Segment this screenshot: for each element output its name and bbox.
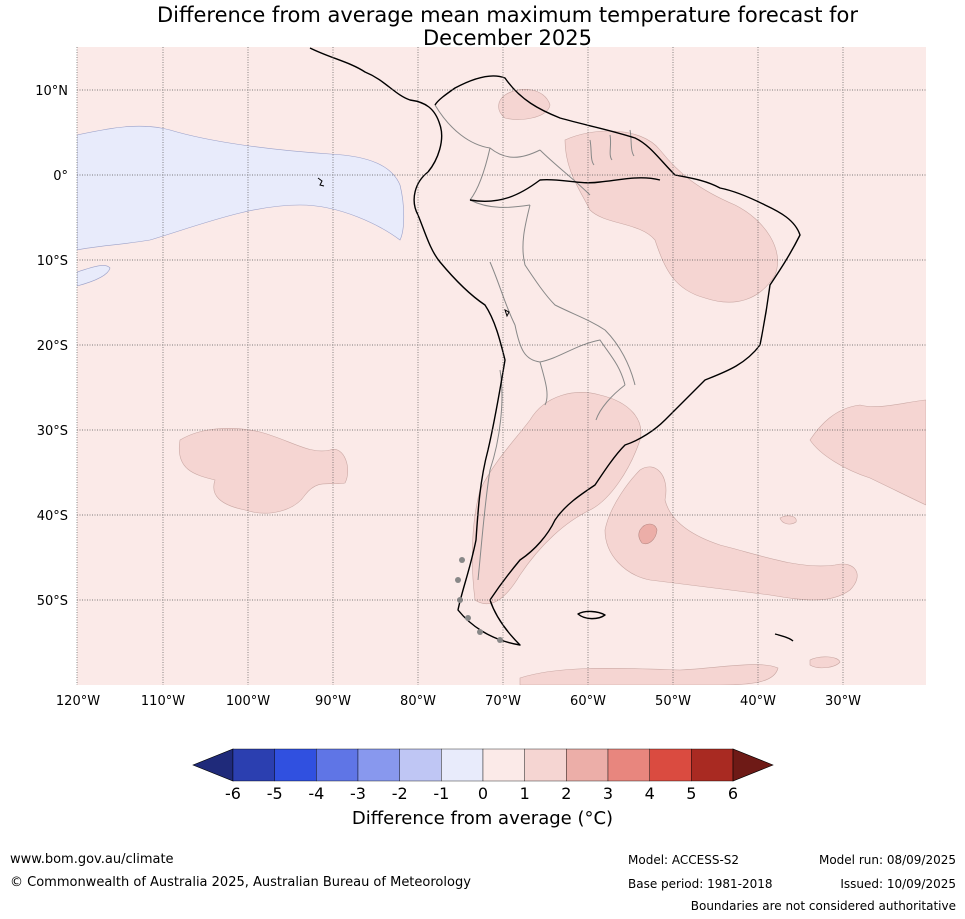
lon-label: 110°W	[141, 694, 185, 709]
colorbar-tick-label: -3	[350, 784, 366, 803]
lon-label: 70°W	[485, 694, 521, 709]
model-run-text: Model run: 08/09/2025	[818, 853, 956, 867]
colorbar-tick-label: -6	[225, 784, 241, 803]
colorbar-tick-label: 6	[728, 784, 738, 803]
colorbar-cell	[232, 748, 275, 782]
gridlines	[76, 47, 926, 685]
guiana-borders	[589, 129, 635, 166]
title-line-2: December 2025	[422, 26, 592, 50]
lon-label: 120°W	[56, 694, 100, 709]
patagonian-archipelago	[455, 557, 503, 643]
galapagos-islands	[317, 177, 325, 187]
lon-label: 30°W	[825, 694, 861, 709]
lon-label: 60°W	[570, 694, 606, 709]
colorbar-cell	[691, 748, 734, 782]
colorbar-cell	[274, 748, 317, 782]
lon-label: 100°W	[226, 694, 270, 709]
colorbar-tick-label: 0	[478, 784, 488, 803]
colorbar-cell	[607, 748, 650, 782]
lat-label: 30°S	[37, 424, 68, 439]
lat-label: 10°S	[37, 254, 68, 269]
colorbar-cell	[441, 748, 484, 782]
colorbar-cell	[399, 748, 442, 782]
lake-titicaca	[504, 309, 510, 318]
coastline-south-america	[413, 75, 801, 646]
island-falklands	[577, 610, 606, 620]
anomaly-region-south-atlantic	[604, 466, 858, 601]
anomaly-region-south-pacific	[178, 428, 349, 514]
colorbar-cell	[482, 748, 525, 782]
title-line-1: Difference from average mean maximum tem…	[157, 3, 858, 27]
anomaly-region-northern-sa	[498, 88, 551, 120]
colorbar-tick-label: 3	[603, 784, 613, 803]
colorbar-tick-label: -5	[267, 784, 283, 803]
website-link[interactable]: www.bom.gov.au/climate	[10, 852, 174, 867]
lat-label: 50°S	[37, 594, 68, 609]
island-south-georgia	[774, 633, 794, 642]
anomaly-region-small-2	[809, 656, 841, 669]
colorbar-tick-label: 1	[520, 784, 530, 803]
anomaly-region-southern-sa	[471, 392, 642, 605]
map-title: Difference from average mean maximum tem…	[0, 4, 965, 50]
lon-label: 50°W	[655, 694, 691, 709]
lat-label: 40°S	[37, 509, 68, 524]
anomaly-region-negative	[77, 125, 405, 251]
disclaimer-text: Boundaries are not considered authoritat…	[690, 899, 956, 913]
copyright-text: © Commonwealth of Australia 2025, Austra…	[10, 875, 471, 890]
colorbar-cell	[316, 748, 359, 782]
base-period-text: Base period: 1981-2018	[628, 877, 773, 891]
colorbar-cell	[357, 748, 400, 782]
colorbar-tick-label: 4	[645, 784, 655, 803]
lat-label: 10°N	[35, 84, 68, 99]
colorbar-cell	[649, 748, 692, 782]
colorbar-tick-label: 5	[686, 784, 696, 803]
lon-label: 80°W	[400, 694, 436, 709]
coastline-amazon-river	[469, 177, 661, 202]
lon-label: 40°W	[740, 694, 776, 709]
colorbar-cell	[566, 748, 609, 782]
colorbar-tick-label: -4	[308, 784, 324, 803]
colorbar-label: Difference from average (°C)	[351, 808, 614, 829]
model-text: Model: ACCESS-S2	[628, 853, 740, 867]
anomaly-region-brazil	[564, 130, 778, 303]
colorbar-tick-label: 2	[561, 784, 571, 803]
colorbar-left-arrow	[192, 748, 234, 782]
anomaly-region-negative-small	[77, 265, 111, 287]
lon-label: 90°W	[315, 694, 351, 709]
anomaly-region-southern-ocean	[519, 664, 779, 685]
anomaly-region-small-1	[779, 515, 797, 525]
issued-text: Issued: 10/09/2025	[840, 877, 956, 891]
lat-label: 0°	[53, 169, 68, 184]
lat-label: 20°S	[37, 339, 68, 354]
colorbar-right-arrow	[732, 748, 774, 782]
colorbar-cell	[524, 748, 567, 782]
colorbar: -6 -5 -4 -3 -2 -1 0 1 2 3 4 5 6	[192, 748, 774, 803]
coastline-central-america	[309, 47, 443, 173]
colorbar-tick-label: -1	[433, 784, 449, 803]
country-borders	[434, 104, 636, 581]
colorbar-tick-label: -2	[392, 784, 408, 803]
anomaly-region-east-atlantic	[809, 399, 926, 506]
anomaly-region-strong	[638, 523, 658, 545]
